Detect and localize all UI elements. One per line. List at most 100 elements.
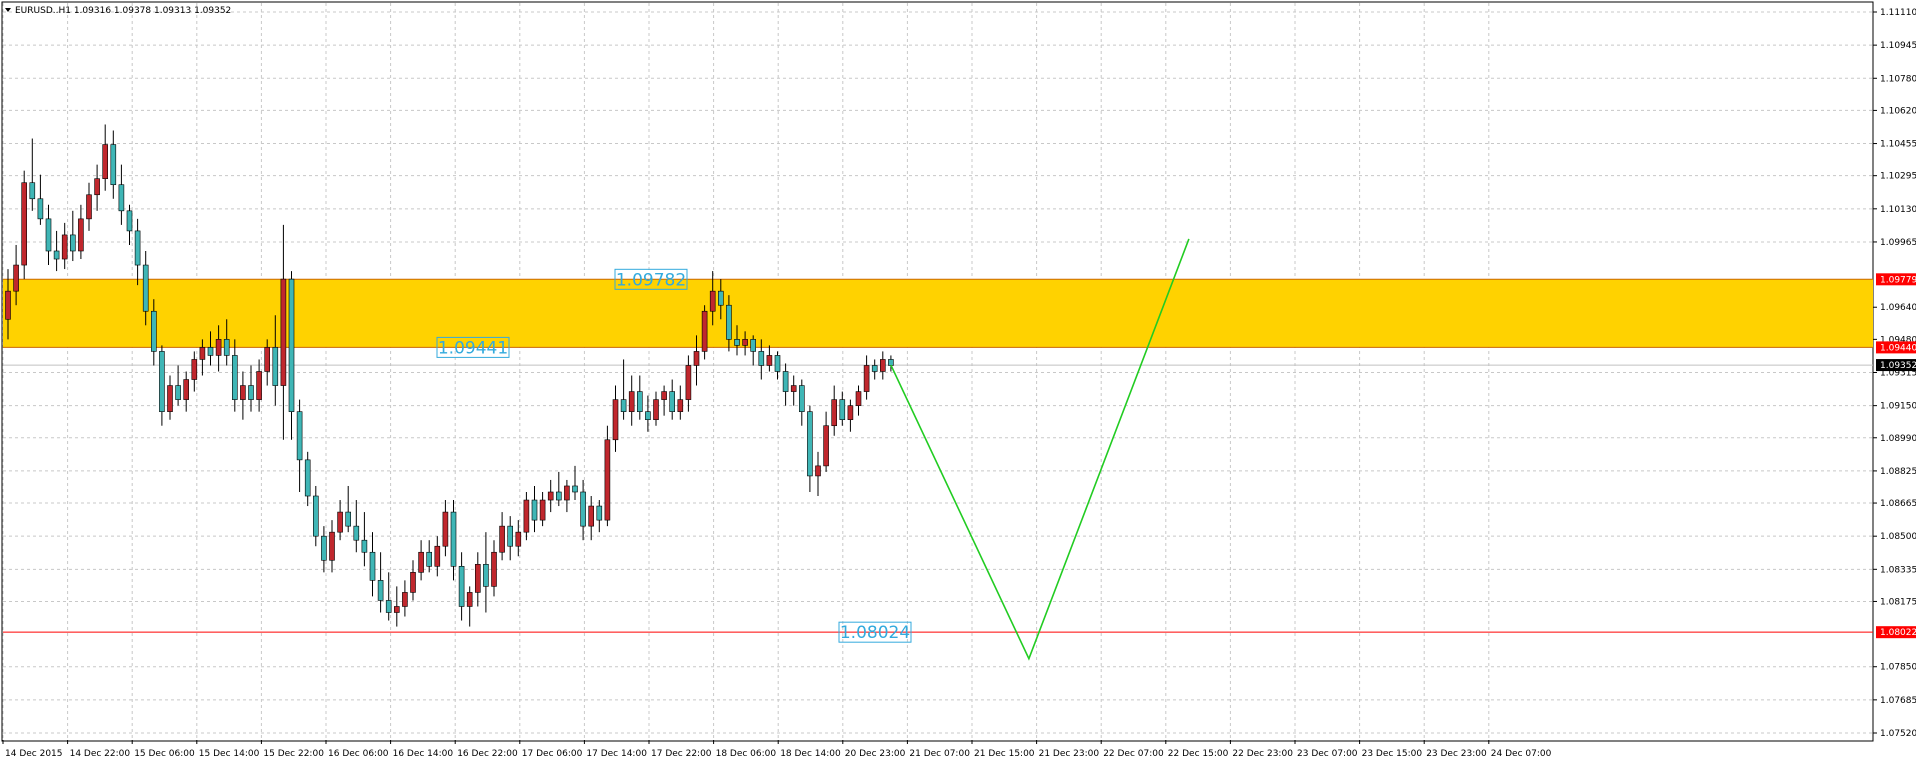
candle-body-bull bbox=[539, 499, 546, 521]
price-tag-label: 1.09352 bbox=[1880, 361, 1916, 371]
y-tick-label: 1.09150 bbox=[1880, 402, 1916, 412]
candle bbox=[159, 345, 165, 426]
x-tick-label: 24 Dec 07:00 bbox=[1491, 749, 1552, 759]
candle bbox=[620, 359, 627, 420]
candle bbox=[232, 339, 238, 412]
candle bbox=[758, 339, 765, 380]
candle-body-bear bbox=[45, 218, 52, 252]
x-tick-label: 23 Dec 15:00 bbox=[1362, 749, 1423, 759]
candle-body-bull bbox=[21, 182, 28, 266]
candle-body-bull bbox=[677, 399, 684, 412]
y-tick-label: 1.10620 bbox=[1880, 106, 1916, 116]
candle bbox=[418, 540, 424, 581]
x-tick-label: 23 Dec 07:00 bbox=[1297, 749, 1358, 759]
level-labels: 1.09782 1.09441 1.08024 bbox=[436, 268, 912, 643]
x-tick-label: 17 Dec 22:00 bbox=[651, 749, 712, 759]
candle bbox=[223, 319, 230, 366]
candle bbox=[402, 580, 408, 617]
candle-body-bull bbox=[329, 531, 335, 561]
candle bbox=[871, 359, 878, 380]
candle-body-bull bbox=[78, 218, 84, 252]
price-tag bbox=[1876, 359, 1916, 372]
candle-body-bear bbox=[272, 347, 279, 386]
projection-layer bbox=[890, 238, 1190, 661]
candle-body-bear bbox=[458, 566, 465, 607]
candle bbox=[45, 204, 52, 266]
candle bbox=[53, 230, 60, 272]
candle-body-bear bbox=[717, 290, 724, 306]
candle-body-bear bbox=[29, 182, 36, 200]
candle-body-bull bbox=[191, 359, 198, 380]
y-tick-label: 1.08175 bbox=[1880, 597, 1916, 607]
candle bbox=[337, 500, 343, 541]
candle bbox=[21, 170, 28, 280]
support-label: 1.08024 bbox=[840, 623, 910, 643]
candle-body-bear bbox=[361, 539, 368, 553]
candle bbox=[742, 331, 748, 356]
candle bbox=[774, 351, 781, 380]
x-tick-label: 15 Dec 22:00 bbox=[263, 749, 324, 759]
candle-body-bear bbox=[159, 351, 165, 412]
y-tick-label: 1.09640 bbox=[1880, 303, 1916, 313]
x-tick-label: 23 Dec 23:00 bbox=[1426, 749, 1487, 759]
candle-body-bull bbox=[410, 572, 416, 593]
candle-body-bear bbox=[37, 198, 44, 220]
chart-header: EURUSD..H1 1.09316 1.09378 1.09313 1.093… bbox=[5, 6, 231, 16]
candle bbox=[183, 371, 189, 412]
candle-body-bear bbox=[321, 535, 327, 561]
candle-body-bear bbox=[531, 499, 538, 521]
price-tag bbox=[1876, 273, 1916, 286]
candle-body-bull bbox=[790, 385, 797, 392]
x-tick-label: 16 Dec 22:00 bbox=[457, 749, 518, 759]
candle-body-bull bbox=[701, 310, 708, 352]
candle-body-bull bbox=[474, 563, 481, 593]
candle bbox=[677, 385, 684, 420]
time-axis[interactable]: 14 Dec 2015 14 Dec 22:00 15 Dec 06:00 15 De… bbox=[2, 740, 1552, 759]
candle-body-bear bbox=[483, 563, 489, 587]
candle bbox=[726, 295, 732, 352]
candle-body-bull bbox=[612, 399, 619, 441]
candle bbox=[5, 269, 11, 340]
candle-body-bear bbox=[839, 399, 846, 420]
candle bbox=[798, 379, 805, 426]
candle bbox=[564, 479, 570, 513]
projection-line[interactable] bbox=[890, 238, 1190, 661]
candle-body-bear bbox=[750, 339, 757, 352]
candle-body-bull bbox=[847, 405, 854, 420]
candle-body-bull bbox=[823, 425, 829, 467]
candle-body-bear bbox=[151, 310, 157, 352]
candle bbox=[847, 399, 854, 432]
candle bbox=[750, 335, 757, 366]
candle bbox=[531, 485, 538, 533]
x-tick-label: 14 Dec 2015 bbox=[5, 749, 63, 759]
candle-body-bear bbox=[385, 600, 392, 613]
candle-body-bull bbox=[499, 525, 505, 553]
candle-body-bull bbox=[685, 365, 692, 400]
candle-body-bear bbox=[369, 551, 376, 581]
candle-body-bull bbox=[13, 264, 19, 292]
horizontal-lines-layer bbox=[3, 364, 1873, 633]
candle-body-bull bbox=[653, 399, 659, 420]
candle-body-bull bbox=[491, 551, 497, 587]
x-tick-label: 21 Dec 07:00 bbox=[909, 749, 970, 759]
price-axis[interactable]: 1.11110 1.10945 1.10780 1.10620 1.10455 1.102… bbox=[1873, 8, 1916, 739]
y-tick-label: 1.09965 bbox=[1880, 238, 1916, 248]
resistance-zone[interactable] bbox=[3, 279, 1873, 348]
triangle-down-icon[interactable] bbox=[5, 8, 11, 12]
candle bbox=[717, 279, 724, 320]
candle-body-bull bbox=[183, 379, 189, 400]
candle bbox=[134, 218, 141, 286]
candle-body-bear bbox=[669, 391, 676, 412]
candle-body-bull bbox=[393, 606, 400, 613]
candle bbox=[296, 399, 303, 492]
candle-body-bear bbox=[296, 411, 303, 461]
candle bbox=[329, 520, 335, 573]
candle bbox=[515, 520, 522, 557]
candle bbox=[434, 536, 441, 577]
candle-body-bear bbox=[223, 339, 230, 356]
candle-body-bear bbox=[636, 391, 643, 412]
candle-body-bear bbox=[774, 355, 781, 372]
x-tick-label: 22 Dec 23:00 bbox=[1232, 749, 1293, 759]
